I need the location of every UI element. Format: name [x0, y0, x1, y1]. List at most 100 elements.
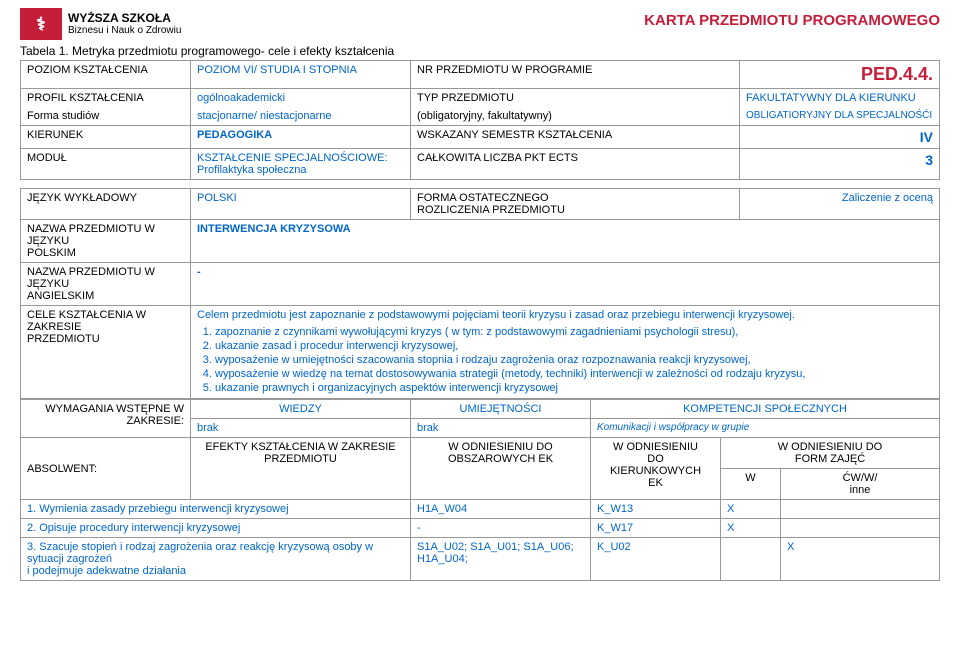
cell-label-a: WYMAGANIA WSTĘPNE W — [45, 403, 184, 415]
cell-value: IV — [740, 126, 940, 149]
table-row: MODUŁ KSZTAŁCENIE SPECJALNOŚCIOWE: Profi… — [21, 149, 940, 180]
cell-effect-b: i podejmuje adekwatne działania — [27, 565, 186, 577]
cell-header: UMIEJĘTNOŚCI — [411, 400, 591, 419]
table-row: WYMAGANIA WSTĘPNE W ZAKRESIE: WIEDZY UMI… — [21, 400, 940, 419]
wymagania-table: WYMAGANIA WSTĘPNE W ZAKRESIE: WIEDZY UMI… — [20, 399, 940, 581]
logo-icon: ⚕ — [20, 8, 62, 40]
table-row: POZIOM KSZTAŁCENIA POZIOM VI/ STUDIA I S… — [21, 61, 940, 89]
table-row: ABSOLWENT: EFEKTY KSZTAŁCENIA W ZAKRESIE… — [21, 438, 940, 469]
cell-mark — [781, 500, 940, 519]
cell-label: NAZWA PRZEDMIOTU W JĘZYKU POLSKIM — [21, 220, 191, 263]
cell-header: ĆW/W/ inne — [781, 469, 940, 500]
cele-list: zapoznanie z czynnikami wywołującymi kry… — [215, 325, 933, 395]
cell-value: stacjonarne/ niestacjonarne — [191, 107, 411, 126]
cell-value: KSZTAŁCENIE SPECJALNOŚCIOWE: Profilaktyk… — [191, 149, 411, 180]
cell-value-a: KSZTAŁCENIE SPECJALNOŚCIOWE: — [197, 152, 388, 164]
cell-code: S1A_U02; S1A_U01; S1A_U06; H1A_U04; — [411, 538, 591, 581]
table-row: 1. Wymienia zasady przebiegu interwencji… — [21, 500, 940, 519]
cell-code: H1A_W04 — [411, 500, 591, 519]
table-row: 2. Opisuje procedury interwencji kryzyso… — [21, 519, 940, 538]
cell-value: OBLIGATIORYJNY DLA SPECJALNOŚĆI — [740, 107, 940, 126]
cell-value: PEDAGOGIKA — [191, 126, 411, 149]
cell-label: (obligatoryjny, fakultatywny) — [411, 107, 740, 126]
cell-label: JĘZYK WYKŁADOWY — [21, 189, 191, 220]
cell-code: K_W13 — [591, 500, 721, 519]
karta-title: KARTA PRZEDMIOTU PROGRAMOWEGO — [644, 12, 940, 29]
cell-header-d: EK — [648, 477, 663, 489]
metryka-table: POZIOM KSZTAŁCENIA POZIOM VI/ STUDIA I S… — [20, 60, 940, 180]
cell-header-a: W ODNIESIENIU DO — [778, 441, 883, 453]
cell-effect: 2. Opisuje procedury interwencji kryzyso… — [21, 519, 411, 538]
cell-label: CELE KSZTAŁCENIA W ZAKRESIE PRZEDMIOTU — [21, 306, 191, 399]
table-row: CELE KSZTAŁCENIA W ZAKRESIE PRZEDMIOTU C… — [21, 306, 940, 399]
cell-label: MODUŁ — [21, 149, 191, 180]
cell-header-b: FORM ZAJĘĆ — [795, 453, 865, 465]
cell-value: FAKULTATYWNY DLA KIERUNKU — [740, 89, 940, 108]
cell-label-a: CELE KSZTAŁCENIA W ZAKRESIE — [27, 309, 146, 333]
cell-code: - — [411, 519, 591, 538]
cell-value: POZIOM VI/ STUDIA I STOPNIA — [191, 61, 411, 89]
logo-line2: Biznesu i Nauk o Zdrowiu — [68, 25, 181, 36]
cele-item: wyposażenie w umiejętności szacowania st… — [215, 353, 933, 367]
cell-value: brak — [191, 419, 411, 438]
cell-code-a: S1A_U02; S1A_U01; S1A_U06; — [417, 541, 574, 553]
logo-area: ⚕ WYŻSZA SZKOŁA Biznesu i Nauk o Zdrowiu — [20, 8, 181, 40]
cell-header-a: W ODNIESIENIU — [613, 441, 698, 453]
cele-item: ukazanie prawnych i organizacyjnych aspe… — [215, 381, 933, 395]
cell-mark — [721, 538, 781, 581]
cell-header: WIEDZY — [191, 400, 411, 419]
cell-value-b: Profilaktyka społeczna — [197, 164, 306, 176]
cell-value: 3 — [740, 149, 940, 180]
cele-cell: Celem przedmiotu jest zapoznanie z podst… — [191, 306, 940, 399]
details-table: JĘZYK WYKŁADOWY POLSKI FORMA OSTATECZNEG… — [20, 188, 940, 399]
cell-effect-a: 3. Szacuje stopień i rodzaj zagrożenia o… — [27, 541, 373, 565]
cele-item: ukazanie zasad i procedur interwencji kr… — [215, 339, 933, 353]
table-row: Forma studiów stacjonarne/ niestacjonarn… — [21, 107, 940, 126]
cell-header: W — [721, 469, 781, 500]
cell-label: KIERUNEK — [21, 126, 191, 149]
logo-text: WYŻSZA SZKOŁA Biznesu i Nauk o Zdrowiu — [68, 12, 181, 36]
cell-label: POZIOM KSZTAŁCENIA — [21, 61, 191, 89]
cell-label-b: POLSKIM — [27, 247, 76, 259]
cell-label: ABSOLWENT: — [21, 438, 191, 500]
cell-code: K_U02 — [591, 538, 721, 581]
cell-value: - — [191, 263, 940, 306]
table-row: PROFIL KSZTAŁCENIA ogólnoakademicki TYP … — [21, 89, 940, 108]
cell-header: W ODNIESIENIU DO FORM ZAJĘĆ — [721, 438, 940, 469]
cell-effect: 1. Wymienia zasady przebiegu interwencji… — [21, 500, 411, 519]
cell-label: NAZWA PRZEDMIOTU W JĘZYKU ANGIELSKIM — [21, 263, 191, 306]
cell-label-b: PRZEDMIOTU — [27, 333, 100, 345]
cell-mark: X — [721, 500, 781, 519]
cell-code-b: H1A_U04; — [417, 553, 468, 565]
cell-mark: X — [721, 519, 781, 538]
cell-label-b: ROZLICZENIA PRZEDMIOTU — [417, 204, 565, 216]
cell-value: INTERWENCJA KRYZYSOWA — [191, 220, 940, 263]
cell-mark: X — [781, 538, 940, 581]
table-row: 3. Szacuje stopień i rodzaj zagrożenia o… — [21, 538, 940, 581]
cell-header-a: ĆW/W/ — [843, 472, 878, 484]
cell-label: WYMAGANIA WSTĘPNE W ZAKRESIE: — [21, 400, 191, 438]
cell-header-b: inne — [850, 484, 871, 496]
table-row: KIERUNEK PEDAGOGIKA WSKAZANY SEMESTR KSZ… — [21, 126, 940, 149]
cell-label: CAŁKOWITA LICZBA PKT ECTS — [411, 149, 740, 180]
cell-header-b: DO — [647, 453, 664, 465]
cell-label-a: NAZWA PRZEDMIOTU W JĘZYKU — [27, 266, 155, 290]
cell-label: PROFIL KSZTAŁCENIA — [21, 89, 191, 108]
cell-label: WSKAZANY SEMESTR KSZTAŁCENIA — [411, 126, 740, 149]
cell-value: ogólnoakademicki — [191, 89, 411, 108]
cell-header: W ODNIESIENIU DO KIERUNKOWYCH EK — [591, 438, 721, 500]
cell-code: K_W17 — [591, 519, 721, 538]
cell-value: POLSKI — [191, 189, 411, 220]
cell-header-c: KIERUNKOWYCH — [610, 465, 701, 477]
cell-label: NR PRZEDMIOTU W PROGRAMIE — [411, 61, 740, 89]
cell-label-b: ANGIELSKIM — [27, 290, 94, 302]
cell-label-a: FORMA OSTATECZNEGO — [417, 192, 549, 204]
cell-code: PED.4.4. — [740, 61, 940, 89]
header: ⚕ WYŻSZA SZKOŁA Biznesu i Nauk o Zdrowiu… — [20, 8, 940, 40]
cele-item: zapoznanie z czynnikami wywołującymi kry… — [215, 325, 933, 339]
cell-label: Forma studiów — [21, 107, 191, 126]
cell-header-a: W ODNIESIENIU DO — [448, 441, 553, 453]
cell-value: Zaliczenie z oceną — [740, 189, 940, 220]
cell-label: TYP PRZEDMIOTU — [411, 89, 740, 108]
cell-mark — [781, 519, 940, 538]
